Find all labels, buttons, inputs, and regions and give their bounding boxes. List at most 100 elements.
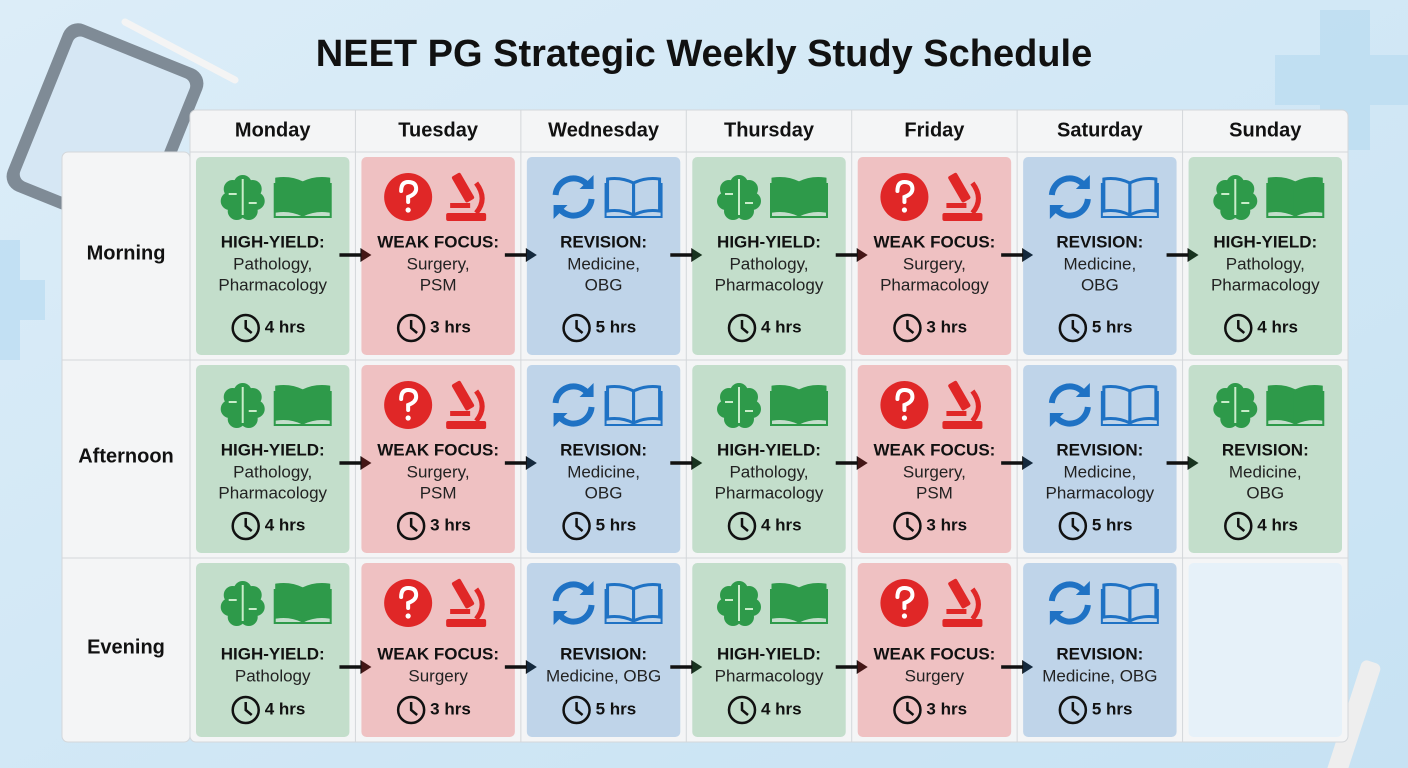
flow-arrowhead bbox=[525, 660, 537, 674]
clock-face bbox=[1058, 511, 1088, 541]
cell-subject: Medicine, bbox=[1063, 462, 1136, 481]
microscope-arm bbox=[474, 181, 485, 215]
flow-arrowhead bbox=[1022, 456, 1034, 470]
cell-hours: 5 hrs bbox=[596, 515, 637, 534]
refresh-arrow bbox=[1049, 413, 1064, 427]
cell-hours: 3 hrs bbox=[430, 699, 471, 718]
cell-label: HIGH-YIELD: bbox=[221, 644, 325, 663]
question-dot bbox=[405, 613, 411, 619]
schedule-cell: REVISION: Medicine, OBG 5 hrs bbox=[526, 563, 681, 737]
clock-face bbox=[1224, 511, 1253, 541]
book-left bbox=[771, 583, 801, 624]
book-left bbox=[606, 177, 636, 218]
schedule-cell: REVISION: Medicine, OBG 4 hrs bbox=[1188, 365, 1342, 553]
book-cover bbox=[1100, 589, 1159, 624]
question-mark bbox=[399, 179, 419, 204]
clock-face bbox=[562, 313, 591, 343]
cell-label: REVISION: bbox=[560, 644, 647, 663]
flow-arrowhead bbox=[691, 248, 703, 262]
cell-label: HIGH-YIELD: bbox=[221, 232, 325, 251]
microscope-stage bbox=[450, 411, 471, 416]
clock-hands bbox=[409, 702, 418, 716]
book-left bbox=[275, 177, 305, 218]
cell-subject: Pharmacology bbox=[218, 275, 327, 294]
cell-label: REVISION: bbox=[1222, 440, 1309, 459]
book-right bbox=[301, 177, 331, 218]
schedule-cell: HIGH-YIELD: Pathology, Pharmacology 4 hrs bbox=[196, 157, 350, 355]
schedule-cell: HIGH-YIELD: Pharmacology 4 hrs bbox=[692, 563, 846, 737]
microscope-base bbox=[446, 421, 487, 429]
cell-hours: 3 hrs bbox=[926, 699, 967, 718]
book-cover bbox=[1266, 391, 1325, 426]
refresh-arc bbox=[558, 198, 595, 219]
cell-hours: 5 hrs bbox=[1092, 317, 1133, 336]
cell-subject: Surgery, bbox=[903, 462, 966, 481]
clock-face bbox=[893, 313, 922, 343]
cell-hours: 4 hrs bbox=[265, 515, 306, 534]
flow-arrowhead bbox=[525, 456, 537, 470]
cell-subject: Pharmacology bbox=[715, 666, 824, 685]
microscope-base bbox=[942, 619, 983, 627]
cell-hours: 3 hrs bbox=[926, 317, 967, 336]
cell-label: HIGH-YIELD: bbox=[717, 440, 821, 459]
brain-fold bbox=[228, 179, 257, 215]
microscope-tube bbox=[948, 380, 971, 411]
refresh-arc bbox=[558, 604, 595, 625]
book-right bbox=[797, 583, 827, 624]
cell-subject: PSM bbox=[420, 275, 457, 294]
clock-hands bbox=[1237, 320, 1246, 334]
book-cover bbox=[1100, 183, 1159, 218]
refresh-arrow bbox=[553, 413, 568, 427]
book-left bbox=[1267, 385, 1297, 426]
cell-subject: Pathology bbox=[235, 666, 311, 685]
refresh-arrow bbox=[579, 581, 594, 595]
table-content: Monday Tuesday Wednesday Thursday Friday Satu… bbox=[62, 110, 1348, 742]
flow-arrowhead bbox=[1022, 248, 1034, 262]
book-cover bbox=[604, 589, 663, 624]
cell-label: WEAK FOCUS: bbox=[377, 644, 499, 663]
book-right bbox=[1128, 177, 1158, 218]
flow-arrowhead bbox=[856, 248, 868, 262]
brain-fold bbox=[725, 387, 753, 423]
clock-hands bbox=[575, 702, 584, 716]
refresh-arc bbox=[1054, 604, 1091, 625]
book-cover bbox=[770, 391, 828, 426]
cell-hours: 5 hrs bbox=[1092, 515, 1133, 534]
brain-fold bbox=[725, 585, 753, 621]
microscope-arm bbox=[970, 389, 981, 423]
cell-label: HIGH-YIELD: bbox=[717, 644, 821, 663]
cell-hours: 3 hrs bbox=[430, 515, 471, 534]
book-cover bbox=[273, 391, 332, 426]
clock-face bbox=[562, 511, 591, 541]
flow-arrowhead bbox=[525, 248, 537, 262]
refresh-arc bbox=[552, 175, 589, 196]
clock-face bbox=[1058, 313, 1088, 343]
cell-subject: OBG bbox=[585, 275, 623, 294]
clock-hands bbox=[1071, 518, 1080, 532]
brain-fold bbox=[228, 387, 257, 423]
book-cover bbox=[770, 183, 828, 218]
schedule-cell: REVISION: Medicine, OBG 5 hrs bbox=[526, 157, 681, 355]
cell-subject: Pathology, bbox=[233, 462, 312, 481]
clock-face bbox=[231, 511, 260, 541]
book-cover bbox=[770, 589, 828, 624]
refresh-arc bbox=[1048, 383, 1086, 404]
cell-subject: OBG bbox=[585, 483, 623, 502]
row-header-column bbox=[61, 151, 191, 743]
day-header: Friday bbox=[904, 119, 965, 141]
title: NEET PG Strategic Weekly Study Schedule bbox=[316, 33, 1092, 75]
book-cover bbox=[273, 183, 332, 218]
flow-arrowhead bbox=[360, 660, 372, 674]
refresh-arc bbox=[1054, 406, 1091, 427]
book-left bbox=[1102, 385, 1132, 426]
microscope-stage bbox=[946, 609, 967, 614]
cell-hours: 4 hrs bbox=[761, 699, 802, 718]
day-header: Wednesday bbox=[548, 119, 660, 141]
cell-background bbox=[1023, 563, 1177, 737]
cell-label: REVISION: bbox=[560, 232, 647, 251]
cell-hours: 4 hrs bbox=[265, 317, 306, 336]
schedule-cell: HIGH-YIELD: Pathology, Pharmacology 4 hrs bbox=[692, 365, 846, 553]
cell-hours: 5 hrs bbox=[596, 317, 637, 336]
book-right bbox=[301, 385, 331, 426]
cell-subject: Pharmacology bbox=[715, 483, 824, 502]
